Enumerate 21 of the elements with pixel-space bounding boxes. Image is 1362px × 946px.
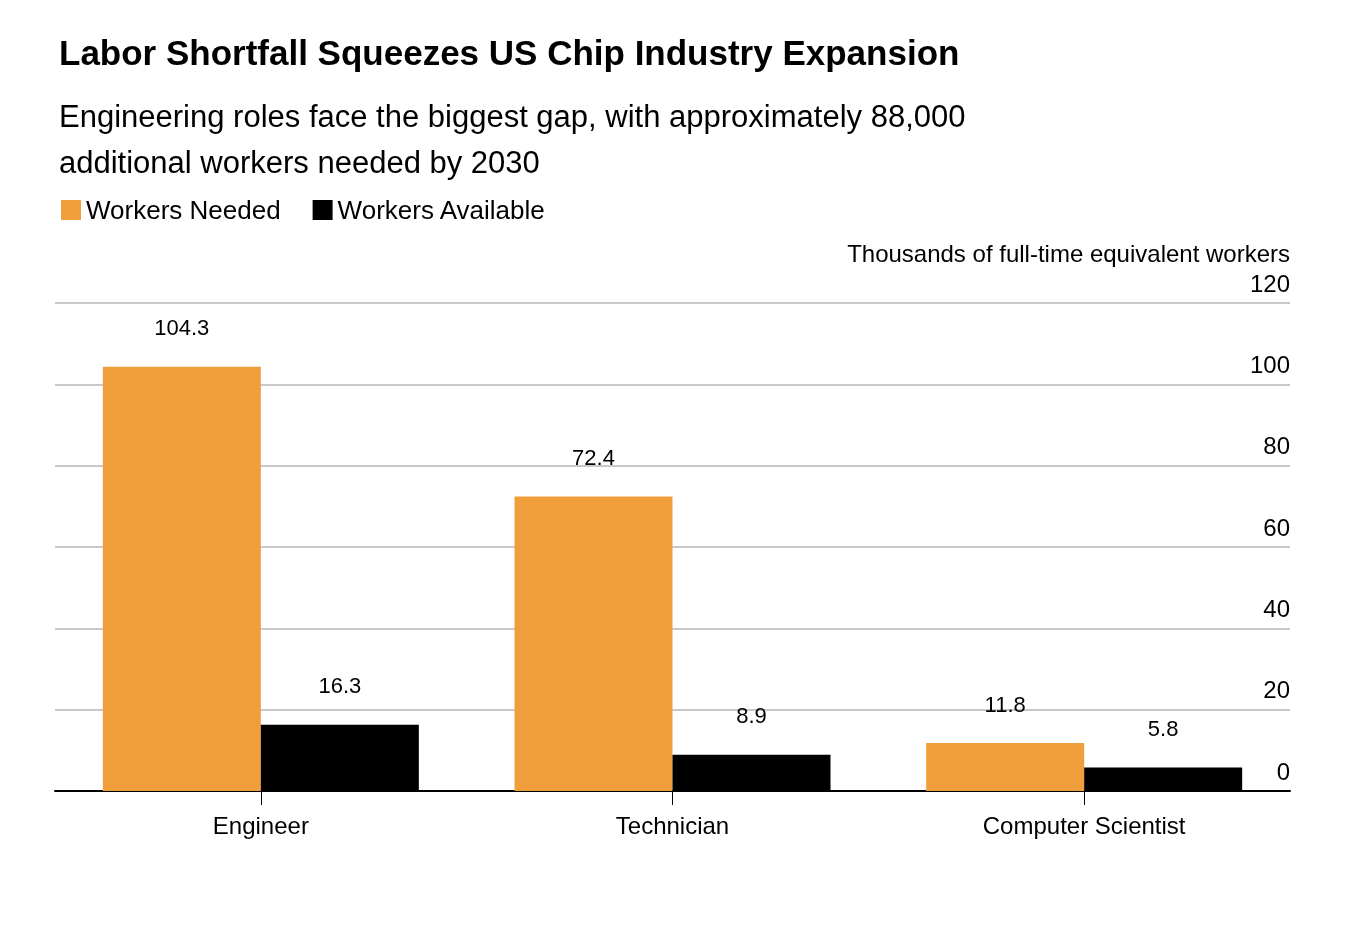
chart-title: Labor Shortfall Squeezes US Chip Industry Expansion	[59, 33, 960, 72]
y-axis-title: Thousands of full-time equivalent workers	[847, 239, 1290, 267]
y-tick-label: 100	[1249, 350, 1290, 378]
y-tick-label: 120	[1249, 269, 1290, 297]
y-tick-label: 40	[1263, 594, 1290, 622]
data-label: 8.9	[736, 703, 767, 729]
y-tick-label: 80	[1263, 432, 1290, 460]
x-tick-label: Engineer	[212, 811, 309, 839]
y-tick-label: 0	[1276, 757, 1290, 785]
legend-label: Workers Needed	[86, 195, 281, 225]
data-label: 5.8	[1147, 715, 1179, 741]
x-tick-label: Computer Scientist	[982, 811, 1186, 839]
data-label: 16.3	[318, 673, 362, 699]
y-tick-label: 60	[1263, 513, 1290, 541]
data-label: 104.3	[154, 315, 210, 341]
legend-label: Workers Available	[337, 195, 545, 225]
chart-subtitle: Engineering roles face the biggest gap, with approximately 88,000 additional workers needed by 2030	[59, 98, 966, 180]
y-tick-label: 20	[1263, 676, 1290, 704]
x-tick-label: Technician	[615, 811, 730, 839]
data-label: 72.4	[572, 445, 615, 471]
data-label: 11.8	[984, 691, 1026, 717]
